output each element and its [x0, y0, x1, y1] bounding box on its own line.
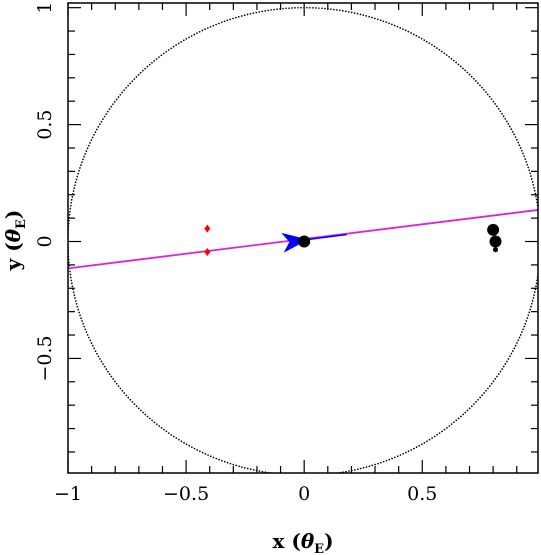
x-axis-label-symbol: θ [301, 529, 315, 553]
y-tick-label: 0.5 [34, 109, 56, 139]
x-tick-label: 0.5 [407, 483, 437, 505]
x-tick-label: 0 [298, 483, 310, 505]
x-axis-label: x (θE) [272, 529, 333, 555]
black-image-point [492, 247, 498, 253]
axis-ticks [67, 3, 538, 473]
y-axis-label-symbol: θ [1, 228, 25, 242]
y-tick-label: −0.5 [34, 335, 56, 381]
y-axis-label-main: y ( [1, 242, 25, 271]
y-tick-label: 0 [34, 235, 56, 247]
x-tick-label: −1 [54, 483, 82, 505]
black-image-point [489, 235, 502, 248]
black-image-point [487, 223, 500, 236]
x-tick-label: −0.5 [163, 483, 209, 505]
y-axis-label: y (θE) [1, 210, 29, 272]
red-image-point [204, 224, 211, 233]
red-image-point [204, 248, 211, 257]
x-axis-label-close: ) [324, 529, 333, 553]
plot-area [68, 6, 538, 473]
x-axis-label-main: x ( [272, 529, 300, 553]
y-axis-label-close: ) [1, 210, 25, 219]
plot-frame [67, 2, 539, 474]
x-axis-label-sub: E [314, 542, 324, 555]
y-tick-label: 1 [34, 2, 56, 14]
black-image-point [298, 235, 311, 248]
y-axis-label-sub: E [14, 219, 29, 229]
